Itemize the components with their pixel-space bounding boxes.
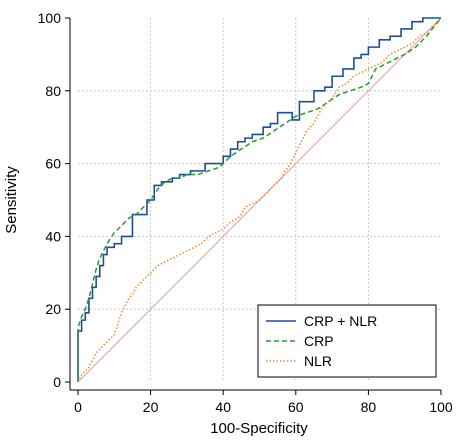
legend-label: CRP + NLR xyxy=(304,313,377,329)
x-axis-label: 100-Specificity xyxy=(210,420,308,437)
legend: CRP + NLR CRP NLR xyxy=(257,304,437,378)
legend-label: CRP xyxy=(304,333,334,349)
x-tick-label: 20 xyxy=(143,399,159,415)
x-tick-label: 60 xyxy=(288,399,304,415)
axes-layer xyxy=(69,18,441,391)
y-axis-label: Sensitivity xyxy=(3,166,20,234)
y-tick-label: 20 xyxy=(45,301,61,317)
x-tick-label: 100 xyxy=(429,399,453,415)
series-layer xyxy=(77,17,442,383)
y-tick-label: 0 xyxy=(53,374,61,390)
x-tick-label: 40 xyxy=(215,399,231,415)
y-tick-label: 80 xyxy=(45,83,61,99)
ticks-layer: 0 20 40 60 80 100 0 20 40 60 80 100 xyxy=(38,10,453,415)
y-tick-label: 100 xyxy=(38,10,62,26)
legend-label: NLR xyxy=(304,353,332,369)
legend-box xyxy=(257,304,437,378)
y-tick-label: 60 xyxy=(45,156,61,172)
series-line-crp xyxy=(77,17,442,382)
x-tick-label: 0 xyxy=(74,399,82,415)
y-tick-label: 40 xyxy=(45,228,61,244)
series-line-crp-nlr xyxy=(77,17,441,382)
x-tick-label: 80 xyxy=(361,399,377,415)
series-line-nlr xyxy=(77,17,442,383)
